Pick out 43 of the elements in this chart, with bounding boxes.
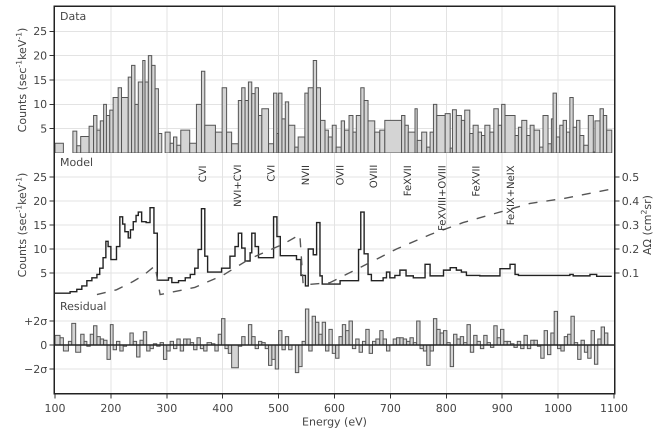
annotation: FeXIX+NeIX: [506, 165, 518, 226]
y-tick-label: 5: [40, 266, 48, 280]
y-tick-label: 25: [33, 170, 48, 184]
y-tick-label: +2σ: [24, 314, 48, 328]
y-tick-label: 15: [33, 74, 48, 87]
chart-title: Model: [60, 156, 94, 169]
y-tick-label: 10: [33, 242, 48, 256]
annotation: OVII: [335, 164, 346, 186]
y2-tick-label: 0.1: [622, 266, 640, 280]
annotation: CVI: [266, 164, 278, 182]
annotation: NVII: [301, 165, 312, 186]
chart-title: Data: [60, 10, 86, 23]
y-tick-label: −2σ: [24, 362, 48, 376]
x-tick-label: 100: [44, 402, 66, 415]
y-tick-label: 5: [40, 122, 48, 136]
x-tick-label: 1000: [544, 402, 572, 415]
annotation: OVIII: [368, 164, 380, 188]
y-tick-label: 20: [33, 50, 48, 63]
y-tick-label: 20: [33, 194, 48, 208]
annotation: NVI+CVI: [232, 164, 244, 207]
x-tick-label: 400: [212, 402, 234, 415]
y2-tick-label: 0.5: [622, 170, 640, 184]
x-tick-label: 900: [492, 402, 513, 415]
y-tick-label: 10: [33, 98, 48, 112]
y-tick-label: 25: [33, 25, 48, 38]
y2-tick-label: 0.3: [622, 218, 640, 232]
x-tick-label: 1100: [600, 402, 628, 415]
y-tick-label: 15: [33, 218, 48, 232]
x-tick-label: 700: [380, 402, 401, 415]
annotation: FeXVII: [471, 166, 482, 197]
x-tick-label: 300: [156, 402, 178, 415]
y-tick-label: 0: [40, 338, 48, 352]
x-tick-label: 200: [100, 402, 122, 415]
annotation: FeXVIII+OVIII: [438, 165, 449, 231]
annotation: CVI: [198, 165, 210, 182]
annotation: FeXVII: [403, 165, 414, 196]
x-tick-label: 600: [324, 402, 345, 415]
x-tick-label: 800: [436, 402, 457, 415]
x-axis-title: Energy (eV): [302, 416, 367, 429]
y2-tick-label: 0.2: [622, 242, 640, 256]
x-tick-label: 500: [268, 402, 290, 415]
y2-tick-label: 0.4: [622, 194, 640, 208]
chart-title: Residual: [60, 300, 106, 313]
